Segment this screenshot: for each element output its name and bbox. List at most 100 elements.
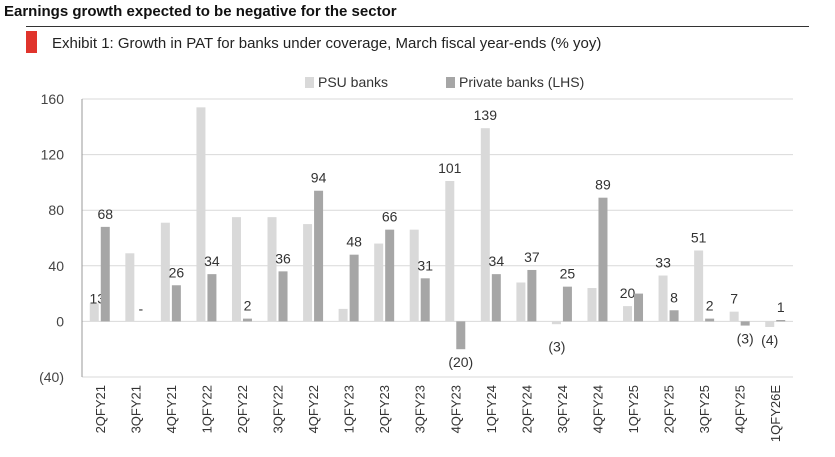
private-data-label: 2 (244, 298, 252, 314)
x-tick-label: 1QFY22 (199, 385, 214, 433)
x-tick-label: 4QFY25 (733, 385, 748, 433)
exhibit-marker (26, 31, 37, 53)
x-tick-label: 4QFY22 (306, 385, 321, 433)
x-tick-label: 1QFY25 (626, 385, 641, 433)
x-tick-label: 2QFY23 (377, 385, 392, 433)
psu-bar (303, 224, 313, 322)
extra-data-label: (3) (548, 338, 565, 354)
y-tick-label: 80 (48, 202, 64, 218)
psu-data-label: 7 (730, 291, 738, 307)
private-bar (598, 197, 608, 322)
psu-bar (409, 229, 419, 322)
private-bar (420, 278, 430, 322)
legend-private-swatch (446, 77, 455, 88)
x-tick-label: 4QFY21 (164, 385, 179, 433)
private-data-label: 31 (417, 257, 433, 273)
header-rule (26, 26, 809, 27)
psu-data-label: 51 (691, 230, 707, 246)
psu-bar (125, 253, 135, 322)
private-bar (634, 293, 644, 322)
x-tick-label: 2QFY22 (235, 385, 250, 433)
private-bar (456, 321, 466, 350)
private-bar (171, 285, 181, 322)
psu-data-label: 101 (438, 160, 462, 176)
psu-bar (694, 250, 704, 322)
private-bar (776, 320, 786, 322)
private-data-label: (20) (448, 354, 473, 370)
psu-bar (765, 321, 775, 327)
private-data-label: - (138, 300, 143, 316)
psu-bar (267, 217, 277, 322)
headline: Earnings growth expected to be negative … (4, 3, 397, 20)
private-bar (527, 269, 537, 322)
psu-bar (338, 308, 348, 322)
private-bar (100, 226, 110, 322)
private-bar (278, 271, 288, 322)
private-data-label: 8 (670, 289, 678, 305)
x-tick-label: 1QFY26E (768, 385, 783, 442)
private-bar (740, 321, 750, 326)
y-tick-label: (40) (39, 369, 64, 385)
private-data-label: 37 (524, 249, 540, 265)
x-tick-label: 4QFY23 (448, 385, 463, 433)
private-bar (349, 254, 359, 322)
x-tick-label: 3QFY23 (413, 385, 428, 433)
private-bar (207, 274, 217, 322)
private-data-label: 66 (382, 209, 398, 225)
x-tick-label: 3QFY24 (555, 385, 570, 433)
private-bar (491, 274, 501, 322)
psu-bar (374, 243, 384, 322)
y-tick-label: 120 (41, 147, 65, 163)
private-data-label: 34 (204, 253, 220, 269)
x-tick-label: 2QFY25 (662, 385, 677, 433)
x-tick-label: 4QFY24 (590, 385, 605, 433)
private-data-label: 48 (346, 234, 362, 250)
private-data-label: 1 (777, 299, 785, 315)
private-bar (705, 318, 715, 322)
x-tick-label: 3QFY22 (271, 385, 286, 433)
psu-bar (729, 311, 739, 322)
psu-bar (516, 282, 526, 322)
x-tick-label: 3QFY21 (128, 385, 143, 433)
y-tick-label: 160 (41, 91, 65, 107)
psu-data-label: 20 (620, 285, 636, 301)
x-tick-label: 1QFY23 (342, 385, 357, 433)
private-data-label: 94 (311, 170, 327, 186)
private-data-label: 36 (275, 250, 291, 266)
psu-bar (89, 303, 99, 322)
x-tick-label: 1QFY24 (484, 385, 499, 433)
private-data-label: 89 (595, 177, 611, 193)
exhibit-title: Exhibit 1: Growth in PAT for banks under… (52, 35, 602, 52)
private-bar (385, 229, 395, 322)
private-data-label: 34 (489, 253, 505, 269)
psu-bar (551, 321, 561, 325)
x-tick-label: 3QFY25 (697, 385, 712, 433)
psu-bar (160, 222, 170, 322)
legend-private-label: Private banks (LHS) (459, 74, 584, 90)
psu-bar (231, 217, 241, 322)
private-data-label: (3) (737, 331, 754, 347)
psu-bar (587, 288, 597, 322)
y-tick-label: 40 (48, 258, 64, 274)
x-tick-label: 2QFY21 (93, 385, 108, 433)
private-bar (314, 190, 324, 322)
private-bar (242, 318, 252, 322)
private-data-label: 68 (97, 206, 113, 222)
psu-data-label: (4) (761, 332, 778, 348)
private-data-label: 25 (560, 266, 576, 282)
psu-bar (480, 128, 490, 322)
legend-psu-label: PSU banks (318, 74, 388, 90)
psu-data-label: 139 (474, 107, 498, 123)
private-bar (669, 310, 679, 322)
psu-data-label: 33 (655, 255, 671, 271)
psu-bar (658, 275, 668, 322)
x-tick-label: 2QFY24 (519, 385, 534, 433)
psu-bar (196, 107, 206, 322)
y-tick-label: 0 (56, 313, 64, 329)
private-data-label: 26 (169, 264, 185, 280)
psu-bar (623, 306, 633, 322)
legend-psu-swatch (305, 77, 314, 88)
private-bar (562, 286, 572, 322)
private-data-label: 2 (706, 298, 714, 314)
